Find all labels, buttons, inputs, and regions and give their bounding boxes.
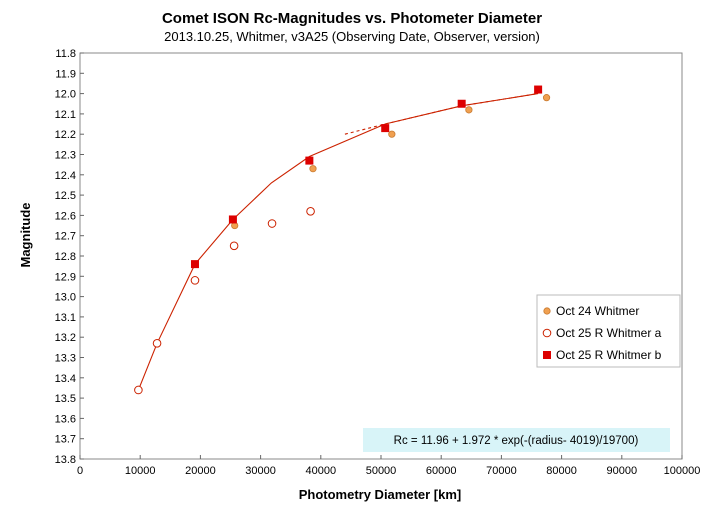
x-tick-label: 40000 [306, 465, 337, 477]
y-tick-label: 13.1 [55, 312, 76, 324]
y-tick-label: 12.7 [55, 231, 76, 243]
point-oct25-a [229, 241, 239, 251]
point-oct25-b [190, 260, 199, 269]
legend-marker-oct24 [543, 307, 551, 315]
point-oct25-a [267, 219, 277, 228]
y-tick-label: 12.6 [55, 210, 76, 222]
y-tick-label: 12.0 [55, 89, 76, 101]
x-tick-label: 30000 [245, 465, 276, 477]
x-tick-label: 50000 [366, 465, 397, 477]
x-tick-label: 20000 [185, 465, 216, 477]
x-tick-label: 90000 [607, 465, 638, 477]
y-tick-label: 13.7 [55, 434, 76, 446]
y-tick-label: 12.9 [55, 271, 76, 283]
legend-marker-oct25b [543, 351, 551, 359]
legend-label-oct24: Oct 24 Whitmer [556, 304, 639, 318]
x-tick-label: 60000 [426, 465, 457, 477]
point-oct25-b [534, 85, 543, 94]
point-oct25-a [306, 207, 315, 216]
fit-curve-dashed [344, 93, 539, 135]
legend-marker-oct25a [542, 328, 552, 338]
x-tick-label: 80000 [546, 465, 577, 477]
point-oct25-a [190, 276, 200, 285]
point-oct24 [542, 94, 551, 102]
point-oct25-a [152, 338, 162, 348]
y-tick-label: 12.4 [55, 170, 76, 182]
plot-area: 11.8 11.9 12.0 12.1 12.2 12.3 12.4 12.5 12.6 12.7… [55, 48, 701, 477]
y-tick-label: 13.4 [55, 373, 76, 385]
x-axis-label: Photometry Diameter [km] [299, 487, 462, 502]
chart-title: Comet ISON Rc-Magnitudes vs. Photometer … [162, 10, 542, 27]
y-tick-label: 13.6 [55, 413, 76, 425]
y-tick-label: 12.3 [55, 150, 76, 162]
x-tick-label: 100000 [664, 465, 701, 477]
point-oct24 [388, 130, 396, 138]
x-tick-label: 70000 [486, 465, 517, 477]
point-oct25-b [305, 156, 314, 165]
point-oct25-a [134, 385, 143, 395]
point-oct25-b [457, 99, 466, 108]
point-oct24 [465, 106, 473, 114]
y-tick-label: 11.9 [55, 68, 76, 80]
legend-label-oct25a: Oct 25 R Whitmer a [556, 326, 662, 340]
y-tick-label: 13.0 [55, 292, 76, 304]
x-tick-label: 0 [77, 465, 83, 477]
y-tick-label: 11.8 [55, 48, 76, 60]
y-axis-label: Magnitude [18, 203, 33, 268]
y-tick-label: 12.2 [55, 129, 76, 141]
y-tick-label: 12.1 [55, 109, 76, 121]
legend-label-oct25b: Oct 25 R Whitmer b [556, 348, 662, 362]
point-oct25-b [381, 124, 390, 133]
y-tick-label: 13.3 [55, 353, 76, 365]
fit-equation: Rc = 11.96 + 1.972 * exp(-(radius- 4019)… [394, 435, 639, 447]
y-tick-label: 12.8 [55, 251, 76, 263]
fit-curve [137, 93, 539, 391]
y-tick-label: 13.5 [55, 393, 76, 405]
x-tick-label: 10000 [125, 465, 156, 477]
chart-subtitle: 2013.10.25, Whitmer, v3A25 (Observing Da… [164, 29, 540, 44]
y-tick-label: 12.5 [55, 190, 76, 202]
point-oct25-b [228, 215, 237, 224]
y-tick-label: 13.8 [55, 454, 76, 466]
fit-equation-box: Rc = 11.96 + 1.972 * exp(-(radius- 4019)… [363, 428, 670, 452]
y-tick-label: 13.2 [55, 332, 76, 344]
point-oct24 [309, 165, 317, 173]
legend: Oct 24 Whitmer Oct 25 R Whitmer a Oct 25… [536, 294, 681, 368]
